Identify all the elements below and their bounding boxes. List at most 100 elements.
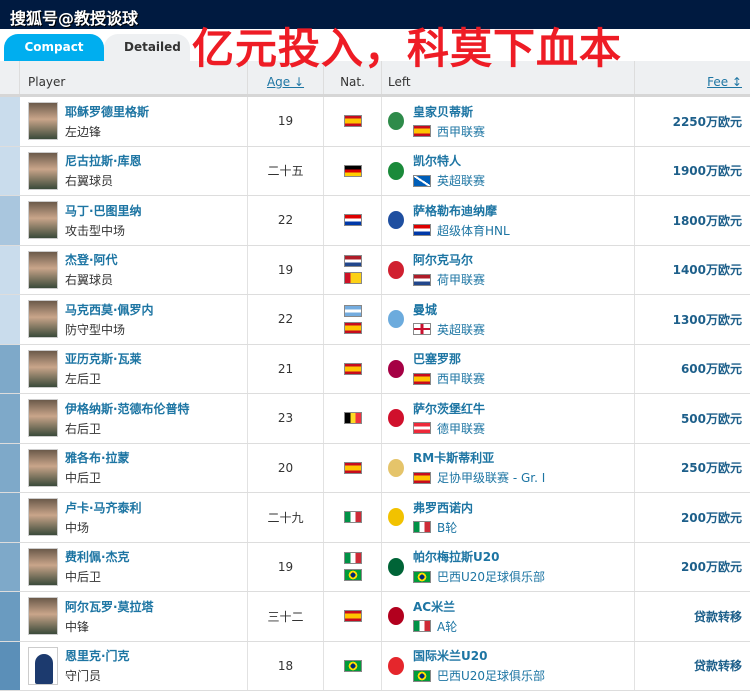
club-crest-icon[interactable]: [388, 409, 404, 428]
player-name[interactable]: 卢卡·马齐泰利: [65, 500, 142, 515]
player-name[interactable]: 杰登·阿代: [65, 253, 118, 268]
player-name[interactable]: 马克西莫·佩罗内: [65, 302, 154, 317]
player-name[interactable]: 马丁·巴图里纳: [65, 203, 142, 218]
league-name[interactable]: B轮: [437, 520, 458, 535]
transfer-fee[interactable]: 1900万欧元: [672, 164, 742, 179]
row-strip: [0, 394, 20, 443]
transfer-fee[interactable]: 250万欧元: [680, 461, 742, 476]
nationality-flags: [343, 659, 362, 672]
league-name[interactable]: 德甲联赛: [437, 421, 486, 436]
club-name[interactable]: 弗罗西诺内: [413, 500, 474, 515]
club-crest-icon[interactable]: [388, 310, 404, 329]
club-name[interactable]: 萨格勒布迪纳摩: [413, 203, 498, 218]
club-crest-icon[interactable]: [388, 112, 404, 131]
transfer-table: 耶稣罗德里格斯 左边锋 19 皇家贝蒂斯 西甲联赛 2250万欧元 尼古拉斯·库…: [0, 97, 750, 691]
player-name[interactable]: 尼古拉斯·库恩: [65, 154, 142, 169]
league-name[interactable]: 西甲联赛: [437, 372, 486, 387]
player-age: 18: [248, 641, 324, 690]
headline-overlay: 亿元投入，科莫下血本: [192, 24, 623, 73]
player-name[interactable]: 费利佩·杰克: [65, 550, 130, 565]
player-position: 中后卫: [65, 471, 102, 486]
player-name[interactable]: 恩里克·门克: [65, 649, 130, 664]
transfer-fee[interactable]: 贷款转移: [693, 609, 742, 624]
club-name[interactable]: 国际米兰U20: [413, 649, 488, 664]
club-crest-icon[interactable]: [388, 211, 404, 230]
transfer-fee[interactable]: 1300万欧元: [672, 312, 742, 327]
player-name[interactable]: 阿尔瓦罗·莫拉塔: [65, 599, 154, 614]
sort-age[interactable]: Age ↓: [266, 75, 305, 89]
club-name[interactable]: 皇家贝蒂斯: [413, 104, 474, 119]
league-name[interactable]: 英超联赛: [437, 174, 486, 189]
nationality-flags: [343, 552, 362, 582]
league-name[interactable]: 足协甲级联赛 - Gr. I: [437, 471, 546, 486]
player-name[interactable]: 亚历克斯·瓦莱: [65, 352, 142, 367]
league-flag-icon: [413, 323, 431, 336]
player-age: 21: [248, 344, 324, 393]
league-flag-icon: [413, 620, 431, 633]
transfer-fee[interactable]: 600万欧元: [680, 362, 742, 377]
transfer-fee[interactable]: 500万欧元: [680, 411, 742, 426]
club-crest-icon[interactable]: [388, 508, 404, 527]
player-photo: [28, 448, 58, 487]
club-crest-icon[interactable]: [388, 557, 404, 576]
club-crest-icon[interactable]: [388, 260, 404, 279]
player-position: 左边锋: [65, 124, 102, 139]
club-crest-icon[interactable]: [388, 458, 404, 477]
row-strip: [0, 493, 20, 542]
player-name[interactable]: 雅各布·拉蒙: [65, 451, 130, 466]
league-name[interactable]: 英超联赛: [437, 322, 486, 337]
league-flag-icon: [413, 372, 431, 385]
club-name[interactable]: 阿尔克马尔: [413, 253, 474, 268]
flag-icon-es: [343, 321, 362, 334]
player-age: 19: [248, 245, 324, 294]
club-name[interactable]: 曼城: [413, 302, 438, 317]
club-name[interactable]: RM卡斯蒂利亚: [413, 451, 495, 466]
nationality-flags: [343, 412, 362, 425]
player-position: 右翼球员: [65, 273, 114, 288]
league-name[interactable]: 巴西U20足球俱乐部: [437, 570, 546, 585]
player-position: 中场: [65, 520, 90, 535]
club-crest-icon[interactable]: [388, 161, 404, 180]
league-name[interactable]: A轮: [437, 619, 458, 634]
table-row: 雅各布·拉蒙 中后卫 20 RM卡斯蒂利亚 足协甲级联赛 - Gr. I 250…: [0, 443, 750, 493]
transfer-fee[interactable]: 2250万欧元: [672, 114, 742, 129]
player-position: 右翼球员: [65, 174, 114, 189]
transfer-fee[interactable]: 200万欧元: [680, 510, 742, 525]
club-name[interactable]: 帕尔梅拉斯U20: [413, 550, 500, 565]
player-name[interactable]: 耶稣罗德里格斯: [65, 104, 150, 119]
player-position: 左后卫: [65, 372, 102, 387]
league-name[interactable]: 巴西U20足球俱乐部: [437, 669, 546, 684]
sort-fee[interactable]: Fee ↕: [707, 75, 742, 89]
club-crest-icon[interactable]: [388, 359, 404, 378]
row-strip: [0, 641, 20, 690]
club-name[interactable]: AC米兰: [413, 599, 456, 614]
league-flag-icon: [413, 570, 431, 583]
tab-compact[interactable]: Compact: [4, 34, 104, 61]
flag-icon-es: [343, 362, 362, 375]
row-strip: [0, 245, 20, 294]
club-crest-icon[interactable]: [388, 607, 404, 626]
nationality-flags: [343, 164, 362, 177]
table-row: 马克西莫·佩罗内 防守型中场 22 曼城 英超联赛 1300万欧元: [0, 295, 750, 345]
table-row: 尼古拉斯·库恩 右翼球员 二十五 凯尔特人 英超联赛 1900万欧元: [0, 146, 750, 196]
transfer-fee[interactable]: 1400万欧元: [672, 263, 742, 278]
player-name[interactable]: 伊格纳斯·范德布伦普特: [65, 401, 190, 416]
transfer-fee[interactable]: 200万欧元: [680, 560, 742, 575]
player-age: 二十五: [248, 146, 324, 195]
row-strip: [0, 196, 20, 245]
club-name[interactable]: 萨尔茨堡红牛: [413, 401, 486, 416]
header-nat: Nat.: [324, 61, 382, 94]
league-flag-icon: [413, 125, 431, 138]
nationality-flags: [343, 610, 362, 623]
league-name[interactable]: 荷甲联赛: [437, 273, 486, 288]
club-crest-icon[interactable]: [388, 656, 404, 675]
league-name[interactable]: 西甲联赛: [437, 124, 486, 139]
tab-detailed[interactable]: Detailed: [104, 34, 190, 61]
club-name[interactable]: 巴塞罗那: [413, 352, 462, 367]
transfer-fee[interactable]: 1800万欧元: [672, 213, 742, 228]
transfer-fee[interactable]: 贷款转移: [693, 659, 742, 674]
player-photo: [28, 250, 58, 289]
league-name[interactable]: 超级体育HNL: [437, 223, 510, 238]
club-name[interactable]: 凯尔特人: [413, 154, 462, 169]
player-age: 二十九: [248, 493, 324, 542]
